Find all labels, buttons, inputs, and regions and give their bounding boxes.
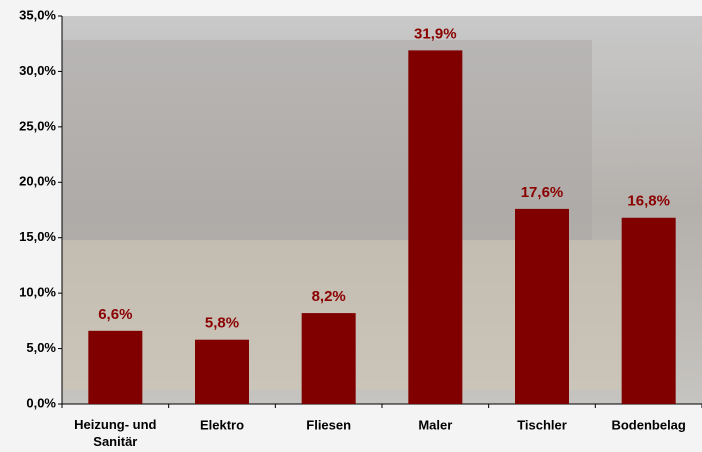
y-tick-label: 20,0%: [19, 174, 56, 189]
value-label: 5,8%: [205, 315, 239, 332]
bar: [515, 208, 569, 404]
y-tick-label: 25,0%: [19, 118, 56, 133]
y-tick-label: 15,0%: [19, 229, 56, 244]
y-tick-label: 30,0%: [19, 63, 56, 78]
x-tick-label: Heizung- und Sanitär: [74, 417, 156, 449]
x-tick-label-line: Sanitär: [93, 434, 137, 449]
y-tick-label: 0,0%: [26, 395, 56, 410]
building-shape: [62, 40, 592, 240]
value-label: 17,6%: [521, 184, 564, 201]
x-tick-label: Tischler: [517, 417, 567, 432]
x-tick-label: Bodenbelag: [611, 417, 685, 432]
x-tick-label-line: Heizung- und: [74, 417, 156, 432]
x-tick-label: Fliesen: [306, 417, 351, 432]
value-label: 16,8%: [627, 193, 670, 210]
value-label: 6,6%: [98, 306, 132, 323]
value-label: 8,2%: [312, 288, 346, 305]
y-tick-label: 5,0%: [26, 340, 56, 355]
x-tick-label: Elektro: [200, 417, 244, 432]
x-tick-label: Maler: [418, 417, 452, 432]
bar: [621, 217, 676, 404]
value-label: 31,9%: [414, 25, 457, 42]
y-tick-label: 35,0%: [19, 7, 56, 22]
bar: [195, 339, 249, 404]
bar: [408, 50, 463, 404]
bar: [301, 313, 356, 404]
bar: [88, 330, 143, 404]
y-tick-label: 10,0%: [19, 285, 56, 300]
